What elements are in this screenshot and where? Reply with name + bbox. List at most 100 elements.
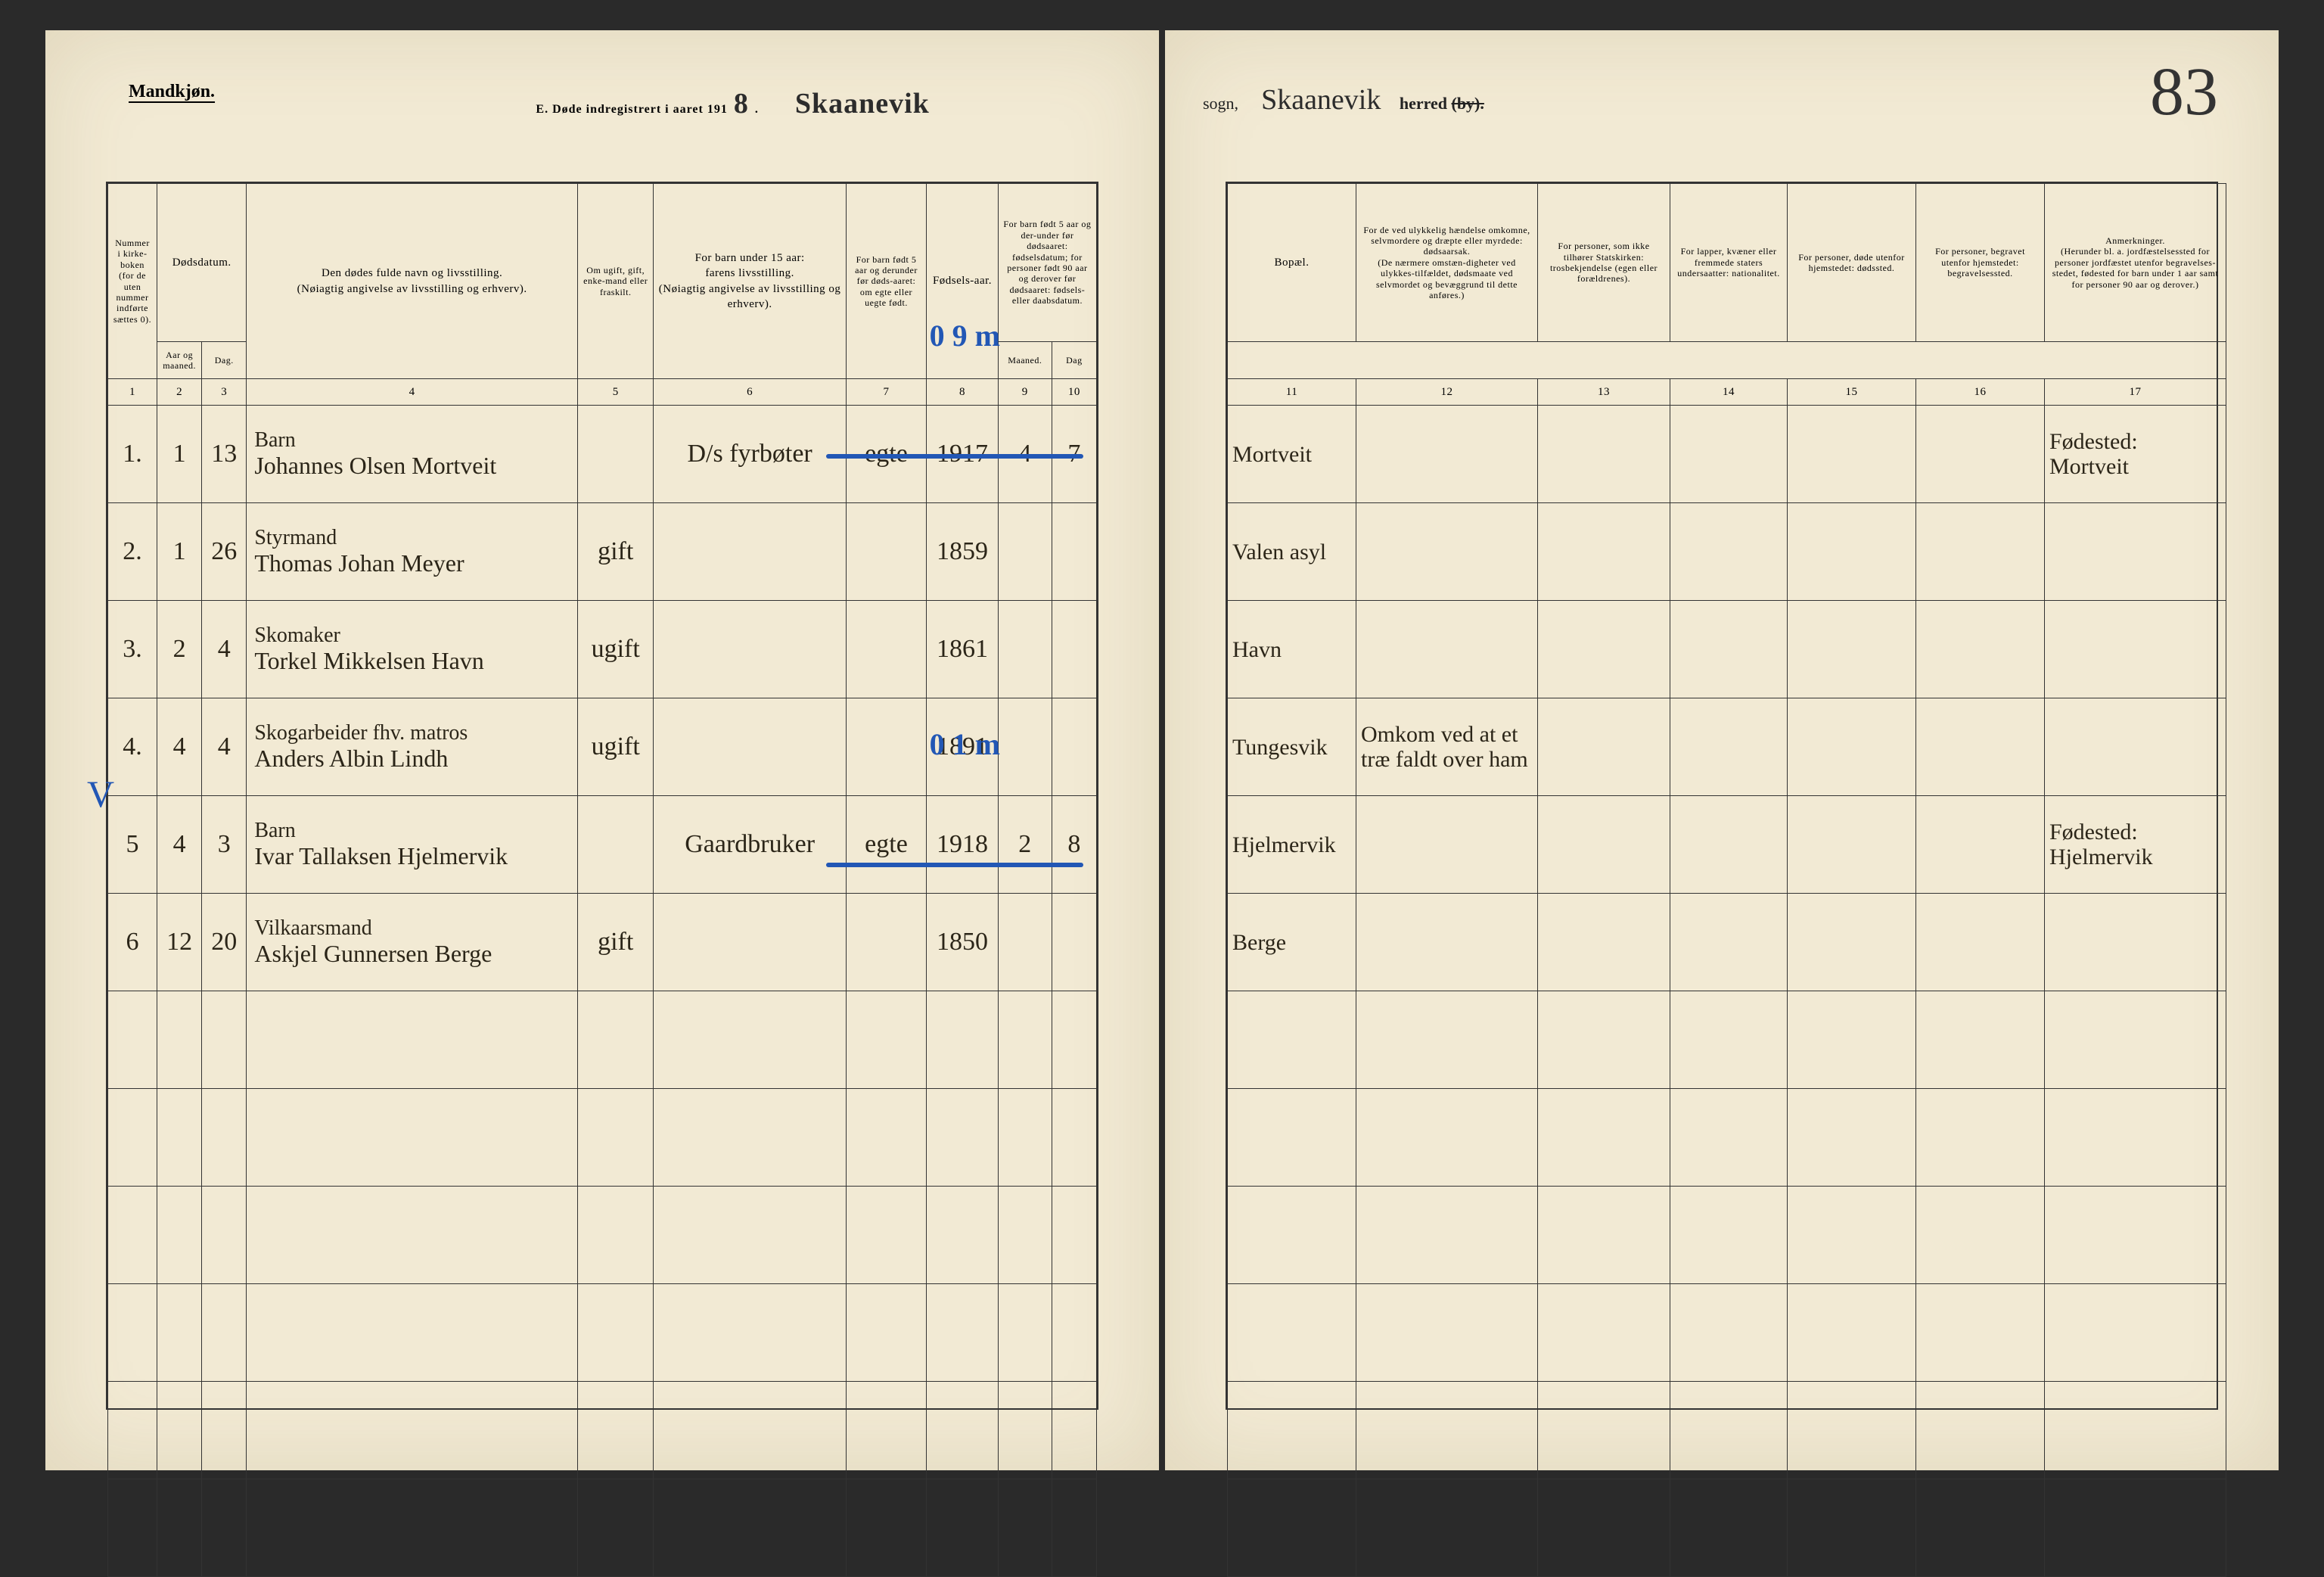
col-4-head: Den dødes fulde navn og livsstilling. (N…	[247, 184, 578, 379]
cell: Omkom ved at et træ faldt over ham	[1356, 698, 1538, 796]
cell	[846, 1382, 926, 1479]
cell	[1052, 698, 1096, 796]
cell	[1916, 894, 2045, 991]
cell	[998, 601, 1052, 698]
cell	[1670, 1382, 1788, 1479]
cell	[108, 1089, 157, 1187]
page-spread: Mandkjøn. E. Døde indregistrert i aaret …	[0, 0, 2324, 1501]
cell	[1788, 1479, 1916, 1577]
colnum: 6	[654, 379, 846, 406]
cell	[846, 1187, 926, 1284]
cell	[1052, 503, 1096, 601]
cell: 12	[157, 894, 202, 991]
cell	[202, 1284, 247, 1382]
col-16-head: For personer, begravet utenfor hjemstede…	[1916, 184, 2045, 342]
colnum: 4	[247, 379, 578, 406]
cell	[1228, 1187, 1356, 1284]
title-right-wrap: sogn, Skaanevik herred (by).	[1203, 83, 2203, 117]
table-row	[1228, 1089, 2226, 1187]
table-row: 3.24SkomakerTorkel Mikkelsen Havnugift18…	[108, 601, 1097, 698]
table-row: HjelmervikFødested: Hjelmervik	[1228, 796, 2226, 894]
cell	[2045, 1284, 2226, 1382]
col-5-head: Om ugift, gift, enke-mand eller fraskilt…	[577, 184, 654, 379]
cell	[1052, 991, 1096, 1089]
cell	[1228, 1089, 1356, 1187]
cell	[846, 1089, 926, 1187]
cell: Hjelmervik	[1228, 796, 1356, 894]
cell: 1918	[927, 796, 999, 894]
col-10-sub: Dag	[1052, 342, 1096, 379]
cell: 20	[202, 894, 247, 991]
cell: Mortveit	[1228, 406, 1356, 503]
cell	[1538, 1284, 1670, 1382]
col-2-3-head: Dødsdatum.	[157, 184, 247, 342]
cell: BarnIvar Tallaksen Hjelmervik	[247, 796, 578, 894]
cell	[577, 406, 654, 503]
cell	[1670, 503, 1788, 601]
person-name: Johannes Olsen Mortveit	[254, 452, 496, 479]
col-13-head: For personer, som ikke tilhører Statskir…	[1538, 184, 1670, 342]
table-row: MortveitFødested: Mortveit	[1228, 406, 2226, 503]
cell: 2	[998, 796, 1052, 894]
ledger-table-left: Nummer i kirke-boken (for de uten nummer…	[107, 183, 1097, 1577]
cell: Tungesvik	[1228, 698, 1356, 796]
cell	[577, 1382, 654, 1479]
cell	[1356, 1479, 1538, 1577]
cell	[1670, 1089, 1788, 1187]
person-name: Torkel Mikkelsen Havn	[254, 647, 483, 674]
cell	[1788, 503, 1916, 601]
cell	[2045, 894, 2226, 991]
col-15-head: For personer, døde utenfor hjemstedet: d…	[1788, 184, 1916, 342]
cell	[1538, 1479, 1670, 1577]
cell	[654, 1187, 846, 1284]
table-row: 61220VilkaarsmandAskjel Gunnersen Bergeg…	[108, 894, 1097, 991]
cell	[1670, 601, 1788, 698]
cell	[2045, 991, 2226, 1089]
sogn-value: Skaanevik	[789, 88, 936, 120]
cell	[1916, 796, 2045, 894]
cell	[846, 503, 926, 601]
cell: BarnJohannes Olsen Mortveit	[247, 406, 578, 503]
cell	[1670, 894, 1788, 991]
herred-value: Skaanevik	[1255, 83, 1387, 117]
cell	[1538, 698, 1670, 796]
col-7-head: For barn født 5 aar og derunder før døds…	[846, 184, 926, 379]
cell	[1670, 796, 1788, 894]
cell	[1670, 698, 1788, 796]
colnum: 9	[998, 379, 1052, 406]
cell: 3.	[108, 601, 157, 698]
colnum: 10	[1052, 379, 1096, 406]
cell	[247, 1382, 578, 1479]
cell	[998, 1479, 1052, 1577]
cell	[998, 894, 1052, 991]
colnum: 13	[1538, 379, 1670, 406]
cell	[1356, 991, 1538, 1089]
cell	[1788, 406, 1916, 503]
cell: 1859	[927, 503, 999, 601]
table-row	[1228, 1479, 2226, 1577]
sogn-label: sogn,	[1203, 94, 1238, 114]
cell	[654, 1089, 846, 1187]
cell: 1	[157, 406, 202, 503]
col-17-head: Anmerkninger. (Herunder bl. a. jordfæste…	[2045, 184, 2226, 342]
cell: Berge	[1228, 894, 1356, 991]
cell	[846, 1479, 926, 1577]
ledger-right: Bopæl. For de ved ulykkelig hændelse omk…	[1226, 182, 2218, 1410]
cell	[1788, 1284, 1916, 1382]
cell	[1916, 698, 2045, 796]
cell: gift	[577, 894, 654, 991]
cell	[1538, 1382, 1670, 1479]
cell	[998, 1089, 1052, 1187]
year-suffix: 8	[728, 88, 755, 120]
cell	[157, 1479, 202, 1577]
cell	[1538, 406, 1670, 503]
cell	[1916, 1382, 2045, 1479]
cell	[1788, 1187, 1916, 1284]
colnum: 11	[1228, 379, 1356, 406]
cell	[202, 1382, 247, 1479]
cell	[846, 1284, 926, 1382]
cell	[108, 1382, 157, 1479]
cell	[577, 1479, 654, 1577]
cell: SkomakerTorkel Mikkelsen Havn	[247, 601, 578, 698]
cell: 1861	[927, 601, 999, 698]
